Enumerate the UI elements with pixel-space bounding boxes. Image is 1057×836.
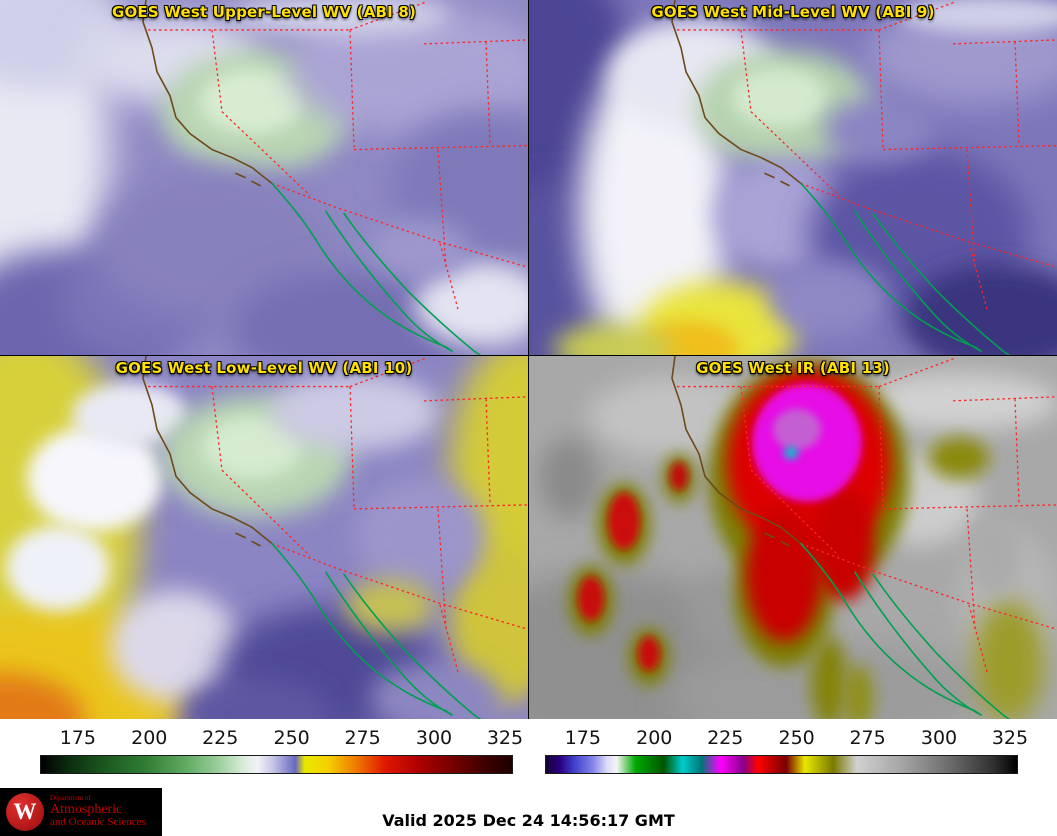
tick-label: 250 — [273, 727, 310, 749]
tick-label: 275 — [849, 727, 886, 749]
logo-oceanic-line: and Oceanic Sciences — [50, 816, 146, 829]
wv-colorbar-ticks: 175 200 225 250 275 300 325 — [40, 725, 523, 753]
tick-label: 300 — [920, 727, 958, 749]
ir-colorbar — [545, 755, 1018, 774]
tick-label: 250 — [778, 727, 815, 749]
satellite-image-upper-wv — [0, 0, 528, 355]
satellite-panel-grid: GOES West Upper-Level WV (ABI 8) — [0, 0, 1057, 719]
ir-colorbar-ticks: 175 200 225 250 275 300 325 — [545, 725, 1028, 753]
ir-colorbar-group: 175 200 225 250 275 300 325 — [545, 725, 1028, 783]
wv-colorbar-group: 175 200 225 250 275 300 325 — [40, 725, 523, 783]
tick-label: 175 — [59, 727, 96, 749]
panel-low-level-wv: GOES West Low-Level WV (ABI 10) — [0, 356, 528, 719]
crest-monogram: W — [13, 799, 37, 824]
logo-dept-line: Department of — [50, 793, 91, 802]
panel-mid-level-wv: GOES West Mid-Level WV (ABI 9) — [529, 0, 1057, 355]
panel-title-mid-wv: GOES West Mid-Level WV (ABI 9) — [651, 3, 935, 21]
footer: 175 200 225 250 275 300 325 175 200 225 … — [0, 719, 1057, 836]
tick-label: 325 — [991, 727, 1029, 749]
valid-timestamp: Valid 2025 Dec 24 14:56:17 GMT — [382, 811, 675, 830]
uw-aos-logo: W Department of Atmospheric and Oceanic … — [0, 788, 162, 836]
tick-label: 225 — [202, 727, 239, 749]
wv-colorbar — [40, 755, 513, 774]
tick-label: 325 — [486, 727, 524, 749]
logo-text: Department of Atmospheric and Oceanic Sc… — [50, 793, 146, 830]
tick-label: 300 — [415, 727, 453, 749]
panel-title-ir: GOES West IR (ABI 13) — [696, 359, 890, 377]
satellite-image-ir — [529, 356, 1057, 719]
panel-ir: GOES West IR (ABI 13) — [529, 356, 1057, 719]
tick-label: 200 — [131, 727, 168, 749]
tick-label: 175 — [564, 727, 601, 749]
panel-upper-level-wv: GOES West Upper-Level WV (ABI 8) — [0, 0, 528, 355]
tick-label: 225 — [707, 727, 744, 749]
satellite-image-low-wv — [0, 356, 528, 719]
panel-title-low-wv: GOES West Low-Level WV (ABI 10) — [115, 359, 413, 377]
satellite-image-mid-wv — [529, 0, 1057, 355]
uw-crest-icon: W — [6, 793, 44, 831]
tick-label: 200 — [636, 727, 673, 749]
tick-label: 275 — [344, 727, 381, 749]
panel-title-upper-wv: GOES West Upper-Level WV (ABI 8) — [111, 3, 417, 21]
logo-atmospheric-line: Atmospheric — [50, 802, 123, 818]
